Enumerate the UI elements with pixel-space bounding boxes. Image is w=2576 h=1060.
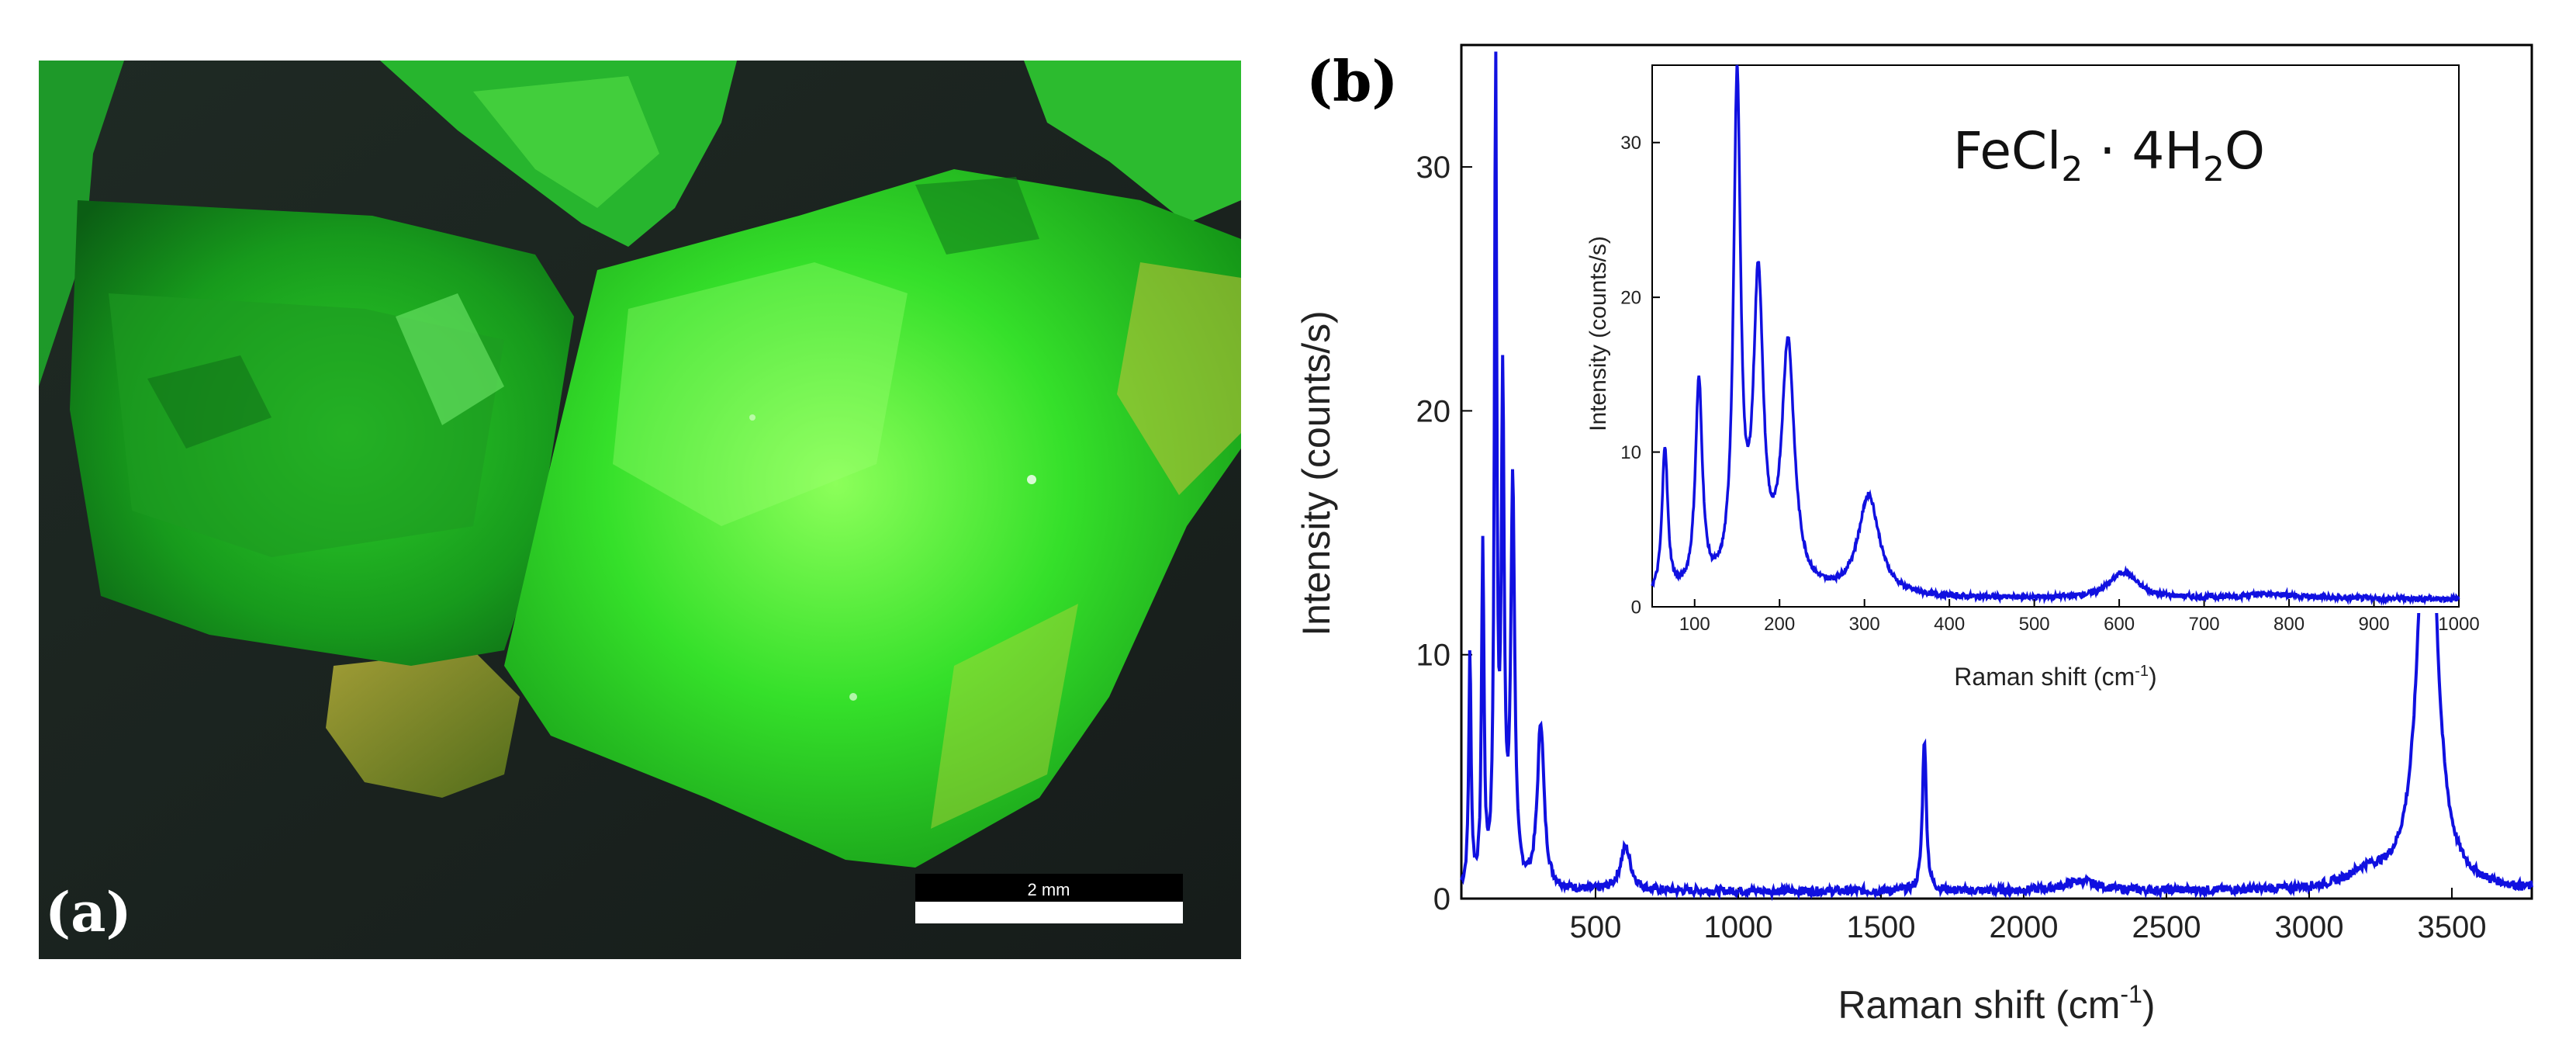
main-x-tick-label: 1500: [1846, 910, 1915, 944]
inset-spectrum-line: [1651, 64, 2460, 606]
main-y-axis-label: Intensity (counts/s): [1295, 310, 1338, 636]
main-x-tick-label: 1000: [1703, 910, 1772, 944]
panel-b-label: (b): [1306, 48, 1398, 114]
main-x-tick-label: 2000: [1989, 910, 2058, 944]
inset-x-tick-label: 600: [2104, 614, 2135, 635]
inset-x-tick-label: 500: [2019, 614, 2050, 635]
main-x-tick-label: 2500: [2132, 910, 2201, 944]
inset-formula-title: FeCl2 · 4H2O: [1953, 121, 2265, 189]
inset-background: [1644, 56, 2468, 613]
main-x-tick-label: 500: [1570, 910, 1622, 944]
main-x-axis-label: Raman shift (cm-1): [1838, 980, 2155, 1027]
main-spectrum-line: [1460, 51, 2533, 902]
main-y-tick-label: 30: [1416, 151, 1451, 185]
main-x-tick-label: 3500: [2417, 910, 2486, 944]
inset-x-tick-label: 700: [2189, 614, 2220, 635]
scale-bar-label: 2 mm: [1028, 880, 1070, 899]
inset-x-tick-label: 1000: [2438, 614, 2479, 635]
crystal-main: [504, 169, 1241, 868]
inset-x-tick-label: 100: [1679, 614, 1710, 635]
inset-x-tick-label: 300: [1849, 614, 1880, 635]
main-y-tick-label: 20: [1416, 394, 1451, 428]
inset-plot-frame: [1651, 64, 2460, 608]
crystal-fragment: [1024, 61, 1241, 223]
scale-bar-black: [915, 874, 1183, 902]
main-x-tick-label: 3000: [2274, 910, 2343, 944]
inset-y-tick-label: 10: [1620, 442, 1641, 463]
inset-y-tick-label: 0: [1631, 597, 1641, 618]
crystal-photo: 2 mm (a): [39, 61, 1241, 959]
inset-y-tick-label: 30: [1620, 133, 1641, 154]
panel-a-label: (a): [45, 880, 132, 944]
scale-bar-white: [915, 902, 1183, 923]
inset-y-tick-label: 20: [1620, 288, 1641, 309]
main-plot-frame: [1460, 43, 2533, 900]
inset-x-axis-label: Raman shift (cm-1): [1954, 663, 2156, 691]
main-y-tick-label: 0: [1433, 882, 1451, 916]
amber-crystal: [326, 650, 520, 798]
inset-x-tick-label: 900: [2359, 614, 2390, 635]
inset-x-tick-label: 800: [2273, 614, 2305, 635]
inset-y-axis-label: Intensity (counts/s): [1585, 236, 1611, 431]
inset-x-tick-label: 200: [1764, 614, 1795, 635]
inset-x-tick-label: 400: [1934, 614, 1965, 635]
main-y-tick-label: 10: [1416, 639, 1451, 673]
